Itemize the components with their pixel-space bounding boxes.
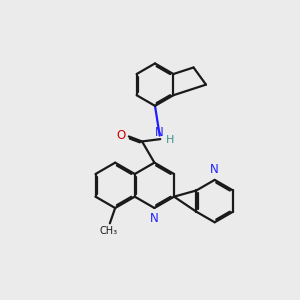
Text: O: O bbox=[116, 129, 125, 142]
Text: N: N bbox=[210, 164, 219, 176]
Text: CH₃: CH₃ bbox=[100, 226, 118, 236]
Text: N: N bbox=[155, 125, 164, 139]
Text: H: H bbox=[166, 135, 174, 145]
Text: N: N bbox=[149, 212, 158, 225]
